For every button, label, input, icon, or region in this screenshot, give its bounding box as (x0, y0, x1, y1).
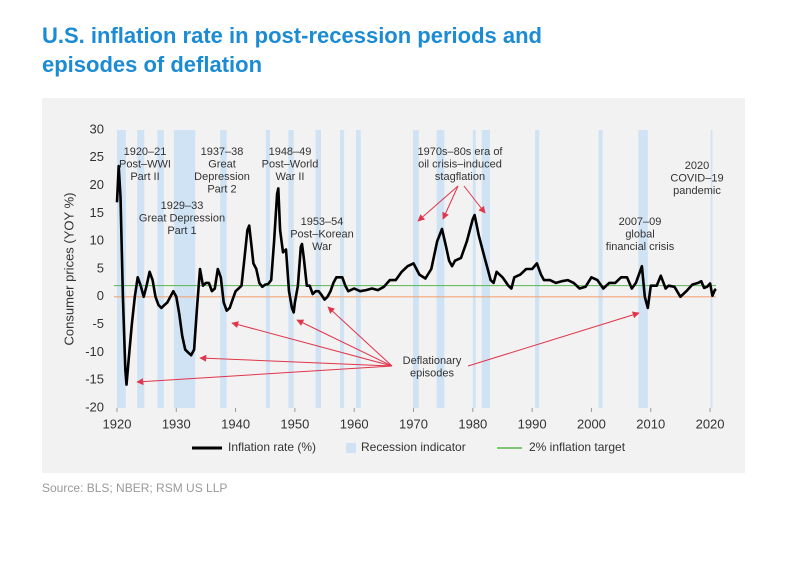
recession-band (265, 130, 270, 408)
annotation: 1970s–80s era of (417, 146, 503, 158)
annotation: 1937–38 (201, 146, 244, 158)
legend-label: 2% inflation target (529, 440, 626, 454)
annotation: 2007–09 (619, 216, 662, 228)
y-tick-label: -20 (85, 399, 104, 414)
x-tick-label: 2020 (696, 416, 725, 431)
y-tick-label: 10 (90, 233, 104, 248)
x-tick-label: 1970 (399, 416, 428, 431)
annotation: pandemic (673, 185, 721, 197)
recession-band (137, 130, 145, 408)
recession-band (436, 130, 445, 408)
legend-swatch (346, 443, 356, 453)
annotation: 1920–21 (124, 146, 167, 158)
x-tick-label: 1960 (340, 416, 369, 431)
legend-label: Recession indicator (361, 440, 466, 454)
annotation: Great Depression (139, 212, 225, 224)
recession-band (157, 130, 164, 408)
legend-label: Inflation rate (%) (228, 440, 316, 454)
recession-band (481, 130, 491, 408)
annotation: 1953–54 (301, 216, 344, 228)
y-tick-label: 30 (90, 121, 104, 136)
annotation: War (312, 241, 332, 253)
x-tick-label: 1990 (518, 416, 547, 431)
y-tick-label: 0 (97, 288, 104, 303)
x-tick-label: 2010 (636, 416, 665, 431)
source: Source: BLS; NBER; RSM US LLP (42, 481, 227, 495)
annotation: Post–World (262, 158, 319, 170)
y-tick-label: 15 (90, 205, 104, 220)
x-tick-label: 1950 (280, 416, 309, 431)
annotation: Great (208, 158, 236, 170)
annotation: episodes (410, 367, 455, 379)
recession-band (355, 130, 361, 408)
recession-band (472, 130, 476, 408)
y-tick-label: -15 (85, 372, 104, 387)
recession-band (339, 130, 345, 408)
annotation: financial crisis (606, 241, 675, 253)
recession-band (710, 130, 713, 408)
annotation: Part 2 (207, 183, 236, 195)
recession-band (288, 130, 294, 408)
annotation: global (625, 228, 654, 240)
annotation: Depression (194, 171, 250, 183)
y-tick-label: 20 (90, 177, 104, 192)
x-tick-label: 2000 (577, 416, 606, 431)
y-axis-label: Consumer prices (YOY %) (61, 193, 76, 346)
x-tick-label: 1920 (103, 416, 132, 431)
annotation: War II (276, 171, 305, 183)
recession-band (220, 130, 227, 408)
recession-band (598, 130, 603, 408)
recession-band (315, 130, 321, 408)
y-tick-label: -5 (92, 316, 104, 331)
annotation: Post–WWI (119, 158, 171, 170)
y-tick-label: -10 (85, 344, 104, 359)
annotation: Part 1 (167, 225, 196, 237)
x-tick-label: 1930 (162, 416, 191, 431)
chart-title: episodes of deflation (42, 52, 262, 77)
annotation: 1948–49 (269, 146, 312, 158)
annotation: 1929–33 (161, 200, 204, 212)
arrows (136, 185, 640, 386)
annotation: Post–Korean (290, 228, 354, 240)
chart-title: U.S. inflation rate in post-recession pe… (42, 23, 542, 48)
annotation: stagflation (435, 171, 485, 183)
annotation: Part II (130, 171, 159, 183)
inflation-line (115, 164, 717, 386)
recession-band (535, 130, 540, 408)
annotation: Deflationary (403, 355, 462, 367)
y-tick-label: 5 (97, 260, 104, 275)
annotation: oil crisis–induced (418, 158, 502, 170)
annotation: COVID–19 (670, 172, 723, 184)
y-tick-label: 25 (90, 149, 104, 164)
recession-band (173, 130, 196, 408)
annotation: 2020 (685, 160, 709, 172)
x-tick-label: 1940 (221, 416, 250, 431)
x-tick-label: 1980 (458, 416, 487, 431)
